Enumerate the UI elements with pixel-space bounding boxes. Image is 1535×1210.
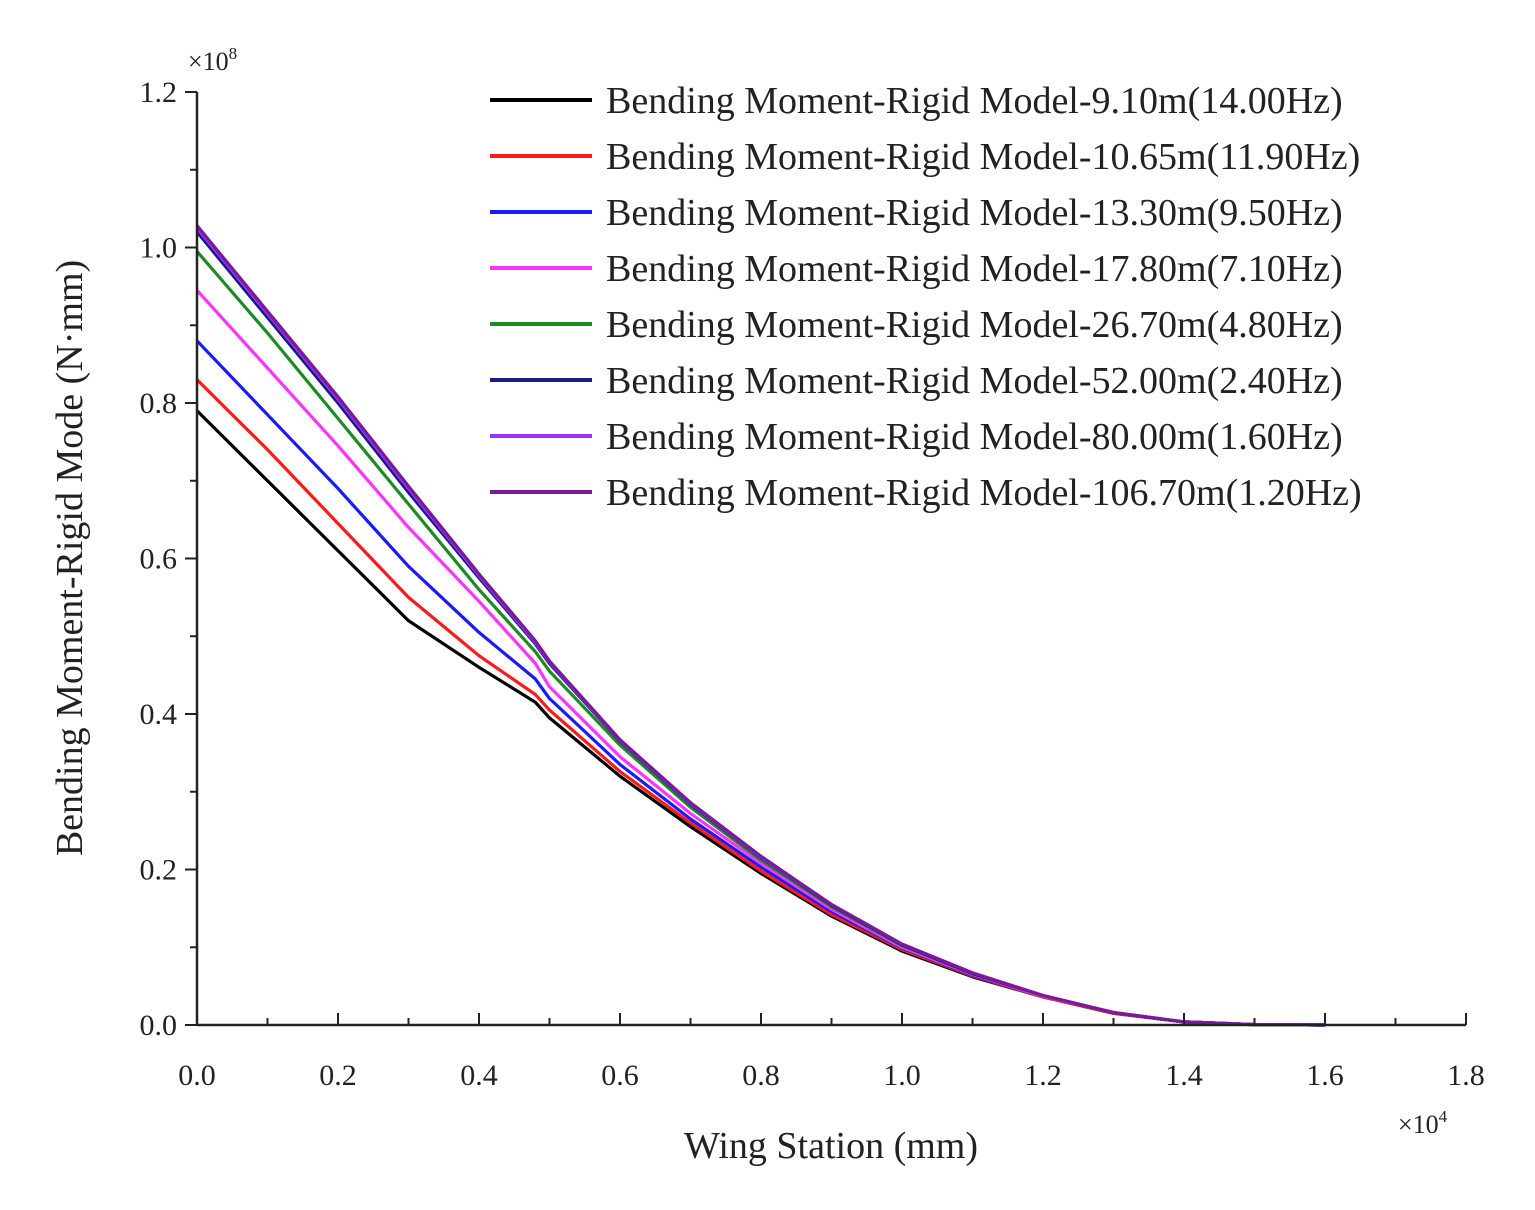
legend-label-6: Bending Moment-Rigid Model-52.00m(2.40Hz…: [606, 360, 1343, 402]
legend-label-8: Bending Moment-Rigid Model-106.70m(1.20H…: [606, 472, 1362, 514]
y-tick-label: 1.2: [140, 76, 178, 109]
y-tick-label: 0.8: [140, 387, 178, 420]
x-tick-label: 1.6: [1306, 1059, 1344, 1092]
y-tick-label: 0.4: [140, 698, 178, 731]
x-tick-label: 0.2: [319, 1059, 357, 1092]
x-tick-label: 1.2: [1024, 1059, 1062, 1092]
series-line-8: [195, 224, 1326, 1027]
x-tick-label: 1.0: [883, 1059, 921, 1092]
y-multiplier: ×108: [188, 44, 237, 76]
legend-label-7: Bending Moment-Rigid Model-80.00m(1.60Hz…: [606, 416, 1343, 458]
legend: Bending Moment-Rigid Model-9.10m(14.00Hz…: [490, 80, 1362, 514]
plot-lines: [195, 224, 1326, 1027]
x-tick-label: 1.8: [1447, 1059, 1485, 1092]
x-axis-title: Wing Station (mm): [684, 1125, 978, 1167]
x-tick-label: 0.8: [742, 1059, 780, 1092]
series-line-6: [195, 230, 1326, 1027]
legend-label-5: Bending Moment-Rigid Model-26.70m(4.80Hz…: [606, 304, 1343, 346]
ticks: 0.0 0.2 0.4 0.6 0.8 1.0 1.2 1.4 1.6 1.8 0.0 0.2 0.4 0…: [140, 76, 1485, 1092]
y-axis-title: Bending Moment-Rigid Mode (N·mm): [49, 260, 91, 856]
x-tick-label: 1.4: [1165, 1059, 1203, 1092]
legend-label-4: Bending Moment-Rigid Model-17.80m(7.10Hz…: [606, 248, 1343, 290]
y-tick-label: 0.0: [140, 1009, 178, 1042]
series-line-7: [195, 227, 1326, 1027]
legend-label-3: Bending Moment-Rigid Model-13.30m(9.50Hz…: [606, 192, 1343, 234]
legend-label-1: Bending Moment-Rigid Model-9.10m(14.00Hz…: [606, 80, 1343, 122]
x-tick-label: 0.4: [460, 1059, 498, 1092]
y-tick-label: 0.2: [140, 854, 178, 887]
y-tick-label: 0.6: [140, 543, 178, 576]
x-multiplier: ×104: [1398, 1107, 1448, 1139]
legend-label-2: Bending Moment-Rigid Model-10.65m(11.90H…: [606, 136, 1360, 178]
y-tick-label: 1.0: [140, 232, 178, 265]
x-tick-label: 0.0: [178, 1059, 216, 1092]
x-tick-label: 0.6: [601, 1059, 639, 1092]
